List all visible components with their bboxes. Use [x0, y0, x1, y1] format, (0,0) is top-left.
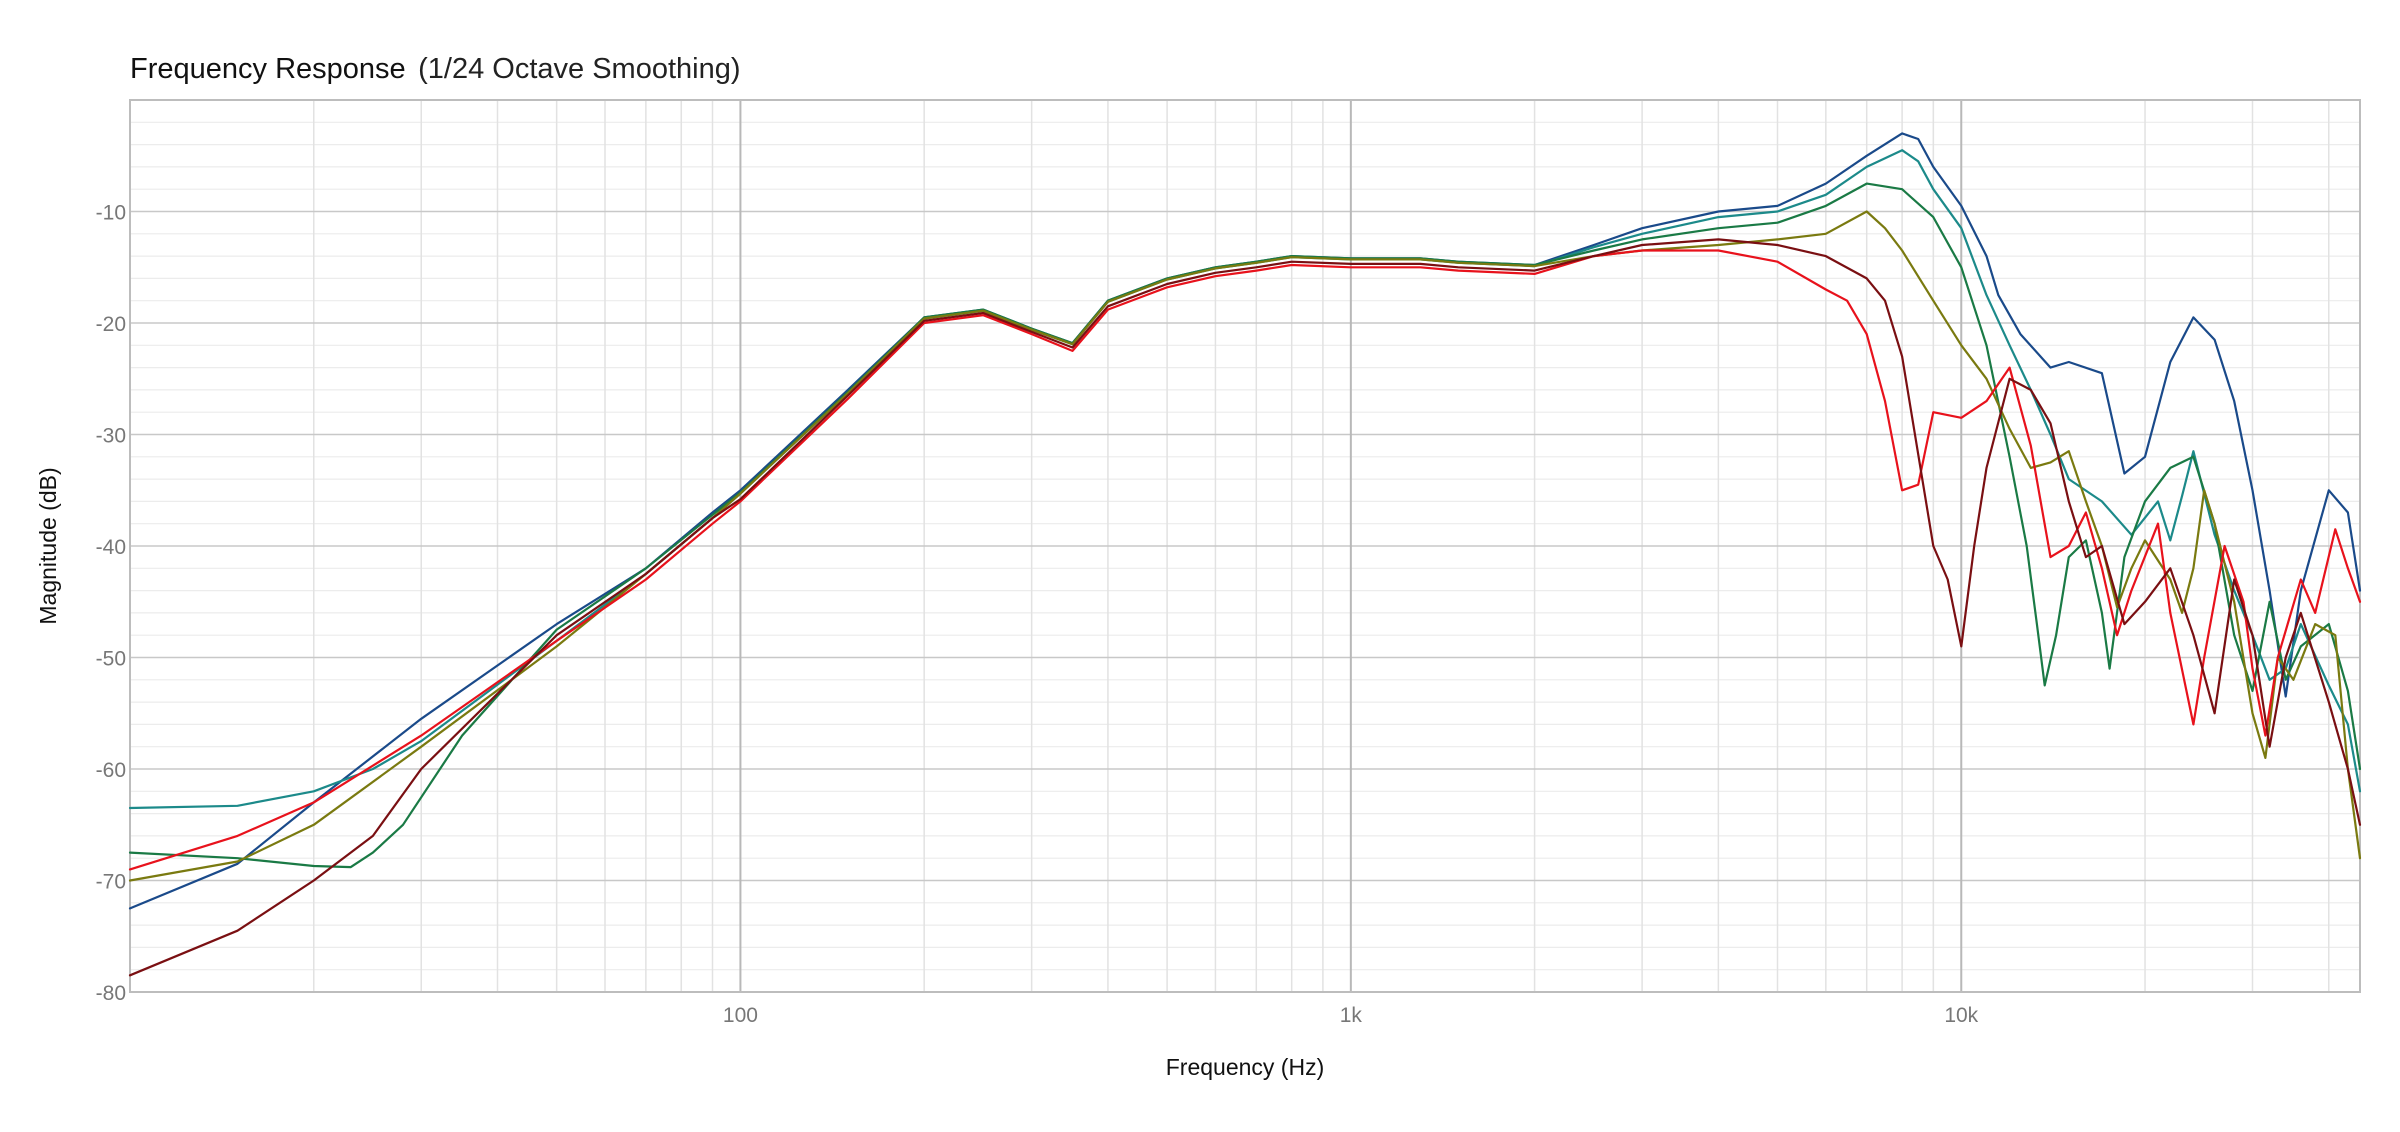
y-tick-label: -40 — [96, 536, 126, 559]
plot-frame — [129, 99, 2361, 993]
series-line-3 — [128, 182, 2362, 869]
chart-title: Frequency Response — [130, 53, 406, 85]
y-tick-label: -30 — [96, 425, 126, 448]
series-lines — [128, 132, 2362, 977]
x-tick-label: 10k — [1944, 1004, 1978, 1027]
series-line-4 — [128, 210, 2362, 882]
x-tick-label: 100 — [723, 1004, 758, 1027]
y-tick-label: -50 — [96, 648, 126, 671]
chart-subtitle: (1/24 Octave Smoothing) — [418, 53, 740, 85]
y-tick-labels: -10 -20 -30 -40 -50 -60 -70 -80 — [96, 202, 126, 1006]
y-tick-label: -70 — [96, 871, 126, 894]
y-tick-label: -20 — [96, 313, 126, 336]
chart-title-group: Frequency Response (1/24 Octave Smoothin… — [130, 53, 741, 85]
y-axis-label: Magnitude (dB) — [35, 467, 61, 624]
x-axis-label: Frequency (Hz) — [1166, 1054, 1324, 1080]
x-tick-label: 1k — [1340, 1004, 1363, 1027]
series-line-6 — [128, 238, 2362, 977]
y-tick-label: -10 — [96, 202, 126, 225]
y-tick-label: -80 — [96, 982, 126, 1005]
y-tick-label: -60 — [96, 759, 126, 782]
major-grid — [130, 100, 2360, 993]
series-line-5 — [128, 249, 2362, 871]
series-line-1 — [128, 132, 2362, 910]
x-tick-labels: 100 1k 10k — [723, 1004, 1979, 1027]
